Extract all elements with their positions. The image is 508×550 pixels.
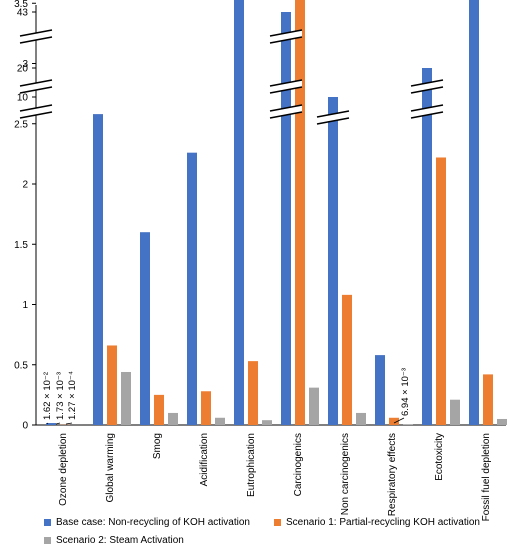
y-tick-label: 0.5 (14, 360, 28, 371)
bar-fossil-fuel-depletion-series-1 (483, 374, 493, 425)
category-label-acidification: Acidification (199, 433, 210, 486)
category-label-smog: Smog (152, 433, 163, 459)
annotation-leader-3 (393, 417, 405, 424)
category-label-non-carcinogenics: Non carcinogenics (340, 433, 351, 515)
bar-smog-series-2 (168, 412, 178, 425)
axis-break-1 (19, 79, 53, 94)
category-label-ozone-depletion: Ozone depletion (58, 433, 69, 506)
axis-break-7 (410, 79, 444, 94)
category-label-eutrophication: Eutrophication (246, 433, 257, 497)
axis-break-4 (269, 79, 303, 94)
legend-item-scenario-1: Scenario 1: Partial-recycling KOH activa… (274, 517, 480, 528)
y-tick-label: 2 (22, 180, 28, 191)
category-label-fossil-fuel-depletion: Fossil fuel depletion (481, 433, 492, 521)
legend-item-scenario-2: Scenario 2: Steam Activation (44, 535, 184, 546)
category-label-ecotoxicity: Ecotoxicity (434, 433, 445, 481)
bar-smog-series-1 (154, 394, 164, 425)
annotation-leader-2 (65, 422, 73, 425)
bar-carcinogenics-series-1 (295, 0, 305, 426)
bar-respiratory-effects-series-2 (403, 424, 413, 425)
axis-break-3 (269, 29, 303, 44)
y-tick-label: 10 (17, 93, 29, 104)
annotation-leader-0 (46, 422, 49, 425)
annotation-label-0: 1.62 × 10⁻² (42, 372, 53, 420)
bar-global-warming-series-0 (93, 114, 103, 426)
bar-eutrophication-series-2 (262, 420, 272, 425)
bar-fossil-fuel-depletion-series-2 (497, 418, 507, 425)
axis-break-8 (410, 104, 444, 119)
annotation-label-1: 1.73 × 10⁻³ (55, 372, 66, 420)
axis-break-6 (316, 110, 350, 125)
axis-break-2 (19, 104, 53, 119)
bar-fossil-fuel-depletion-series-0 (469, 0, 479, 425)
legend-item-base-case: Base case: Non-recycling of KOH activati… (44, 517, 250, 528)
category-label-respiratory-effects: Respiratory effects (387, 433, 398, 516)
bar-acidification-series-1 (201, 391, 211, 425)
y-tick-label: 2.5 (14, 119, 28, 130)
bar-smog-series-0 (140, 232, 150, 425)
y-tick-label: 43 (17, 8, 29, 19)
bar-carcinogenics-series-0 (281, 12, 291, 425)
bar-non-carcinogenics-series-1 (342, 294, 352, 425)
y-tick-label: 1.5 (14, 240, 28, 251)
bar-global-warming-series-1 (107, 345, 117, 425)
bar-ozone-depletion-series-0 (46, 423, 56, 425)
legend-label-base-case: Base case: Non-recycling of KOH activati… (56, 517, 250, 528)
bar-respiratory-effects-series-0 (375, 355, 385, 425)
bar-respiratory-effects-series-1 (389, 417, 399, 425)
bar-ecotoxicity-series-2 (450, 399, 460, 425)
category-label-carcinogenics: Carcinogenics (293, 433, 304, 496)
y-tick-label: 20 (17, 64, 29, 75)
legend-swatch-scenario-2 (44, 537, 51, 544)
bar-acidification-series-0 (187, 152, 197, 426)
y-tick-label: 3 (22, 59, 28, 70)
y-tick-label: 1 (22, 300, 28, 311)
legend-swatch-scenario-1 (274, 519, 281, 526)
bar-eutrophication-series-0 (234, 0, 244, 426)
bar-non-carcinogenics-series-2 (356, 412, 366, 425)
annotation-leader-1 (55, 422, 61, 425)
annotation-label-3: 6.94 × 10⁻³ (400, 368, 411, 416)
legend-label-scenario-2: Scenario 2: Steam Activation (56, 535, 184, 546)
bar-eutrophication-series-1 (248, 361, 258, 425)
axis-break-5 (269, 104, 303, 119)
bar-global-warming-series-2 (121, 371, 131, 425)
bar-ecotoxicity-series-1 (436, 157, 446, 426)
legend-swatch-base-case (44, 519, 51, 526)
legend-label-scenario-1: Scenario 1: Partial-recycling KOH activa… (286, 517, 480, 528)
y-tick-label: 3.5 (14, 0, 28, 10)
annotation-label-2: 1.27 × 10⁻⁴ (67, 371, 78, 420)
axis-break-0 (19, 29, 53, 44)
bar-acidification-series-2 (215, 417, 225, 425)
bar-carcinogenics-series-2 (309, 387, 319, 425)
bar-ecotoxicity-series-0 (422, 68, 432, 425)
bar-non-carcinogenics-series-0 (328, 97, 338, 425)
y-tick-label: 0 (22, 421, 28, 432)
category-label-global-warming: Global warming (105, 433, 116, 502)
